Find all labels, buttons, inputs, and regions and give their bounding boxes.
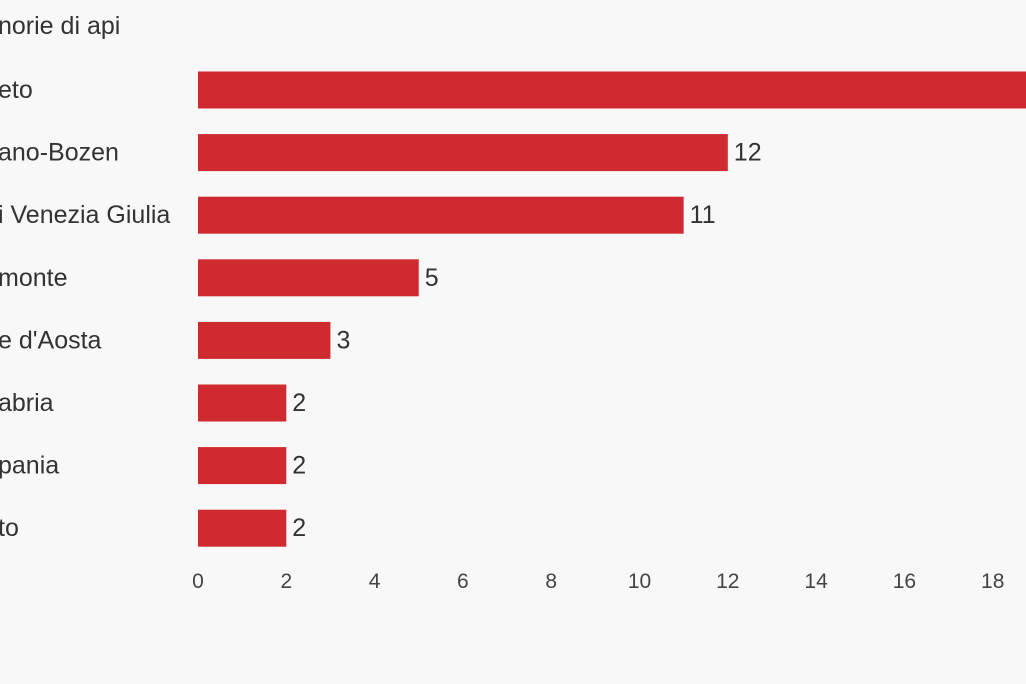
x-tick-label: 8 [545,570,557,593]
bar [198,71,1026,109]
bar [198,321,331,359]
x-tick-label: 14 [804,570,828,593]
category-label: i Venezia Giulia [0,201,170,229]
value-label: 11 [690,201,716,229]
category-label: to [0,514,19,542]
bar [198,259,419,297]
x-tick-label: 2 [280,570,292,593]
value-label: 5 [425,264,439,292]
category-label: e d'Aosta [0,326,102,354]
bar [198,134,728,172]
category-label: eto [0,76,33,104]
bar [198,509,287,547]
x-tick-label: 10 [628,570,651,593]
bar [198,196,684,234]
x-tick-label: 18 [981,570,1004,593]
category-label: abria [0,389,54,417]
value-label: 2 [292,389,306,417]
x-tick-label: 16 [893,570,916,593]
value-label: 3 [336,326,350,354]
bar [198,384,287,422]
value-label: 12 [734,139,762,167]
x-tick-label: 0 [192,570,204,593]
x-axis-ticks-group: 0 2 4 6 8 10 12 14 16 18 [192,570,1004,593]
x-tick-label: 12 [716,570,739,593]
value-label: 2 [292,452,306,480]
category-label: pania [0,452,59,480]
chart-title: norie di api [0,12,120,40]
bar [198,447,287,485]
value-labels-group: 12 11 5 3 2 2 2 [292,139,761,543]
value-label: 2 [292,514,306,542]
category-labels-group: eto ano-Bozen i Venezia Giulia monte e d'Aos… [0,76,170,542]
x-tick-label: 6 [457,570,469,593]
category-label: monte [0,264,67,292]
x-tick-label: 4 [369,570,381,593]
category-label: ano-Bozen [0,139,119,167]
bars-group [198,71,1026,547]
